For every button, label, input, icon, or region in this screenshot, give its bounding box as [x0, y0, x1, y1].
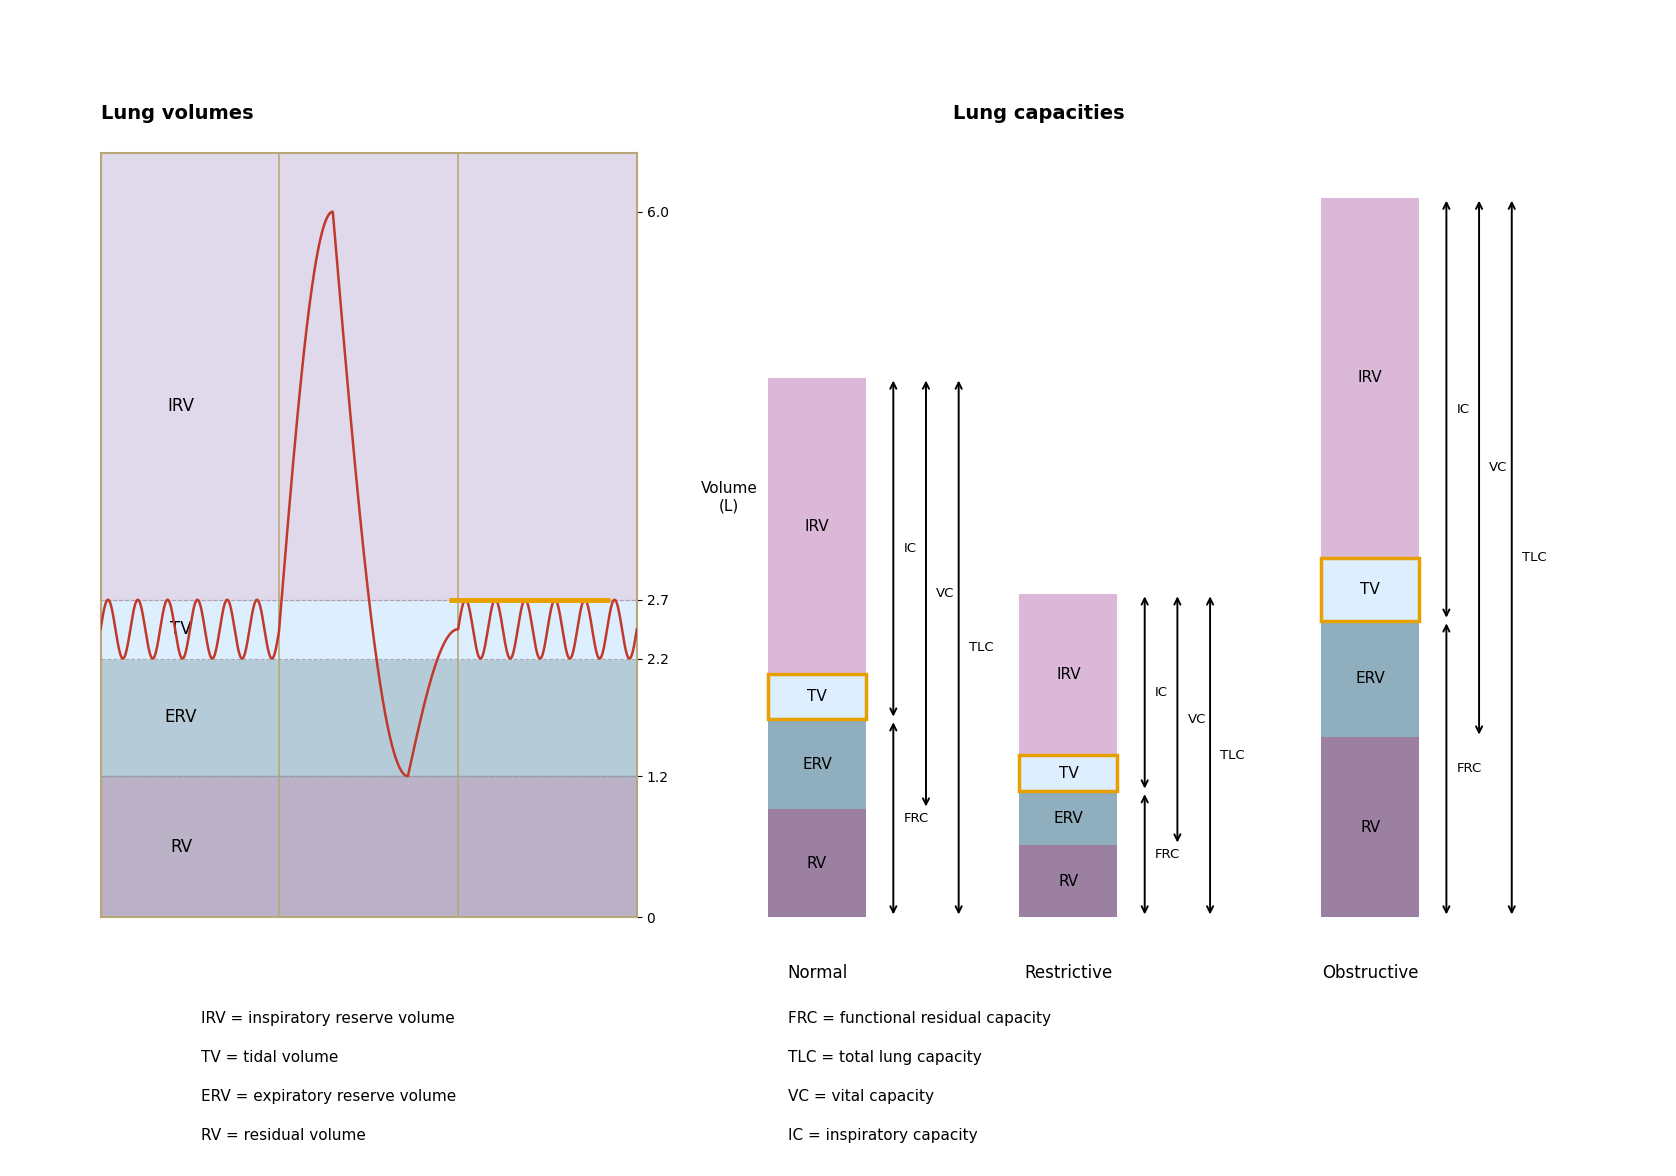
Text: FRC: FRC: [903, 811, 929, 824]
Bar: [768, 675, 866, 720]
Bar: [1321, 737, 1420, 917]
Bar: [1019, 755, 1118, 791]
Bar: [1019, 791, 1118, 846]
Text: TLC: TLC: [969, 641, 994, 654]
Text: RV: RV: [1359, 820, 1381, 835]
Bar: [768, 809, 866, 917]
Text: IRV: IRV: [168, 396, 194, 415]
Text: ERV: ERV: [1356, 671, 1384, 687]
Text: VC: VC: [1187, 713, 1205, 726]
Text: Obstructive: Obstructive: [1322, 964, 1418, 982]
Text: TLC = total lung capacity: TLC = total lung capacity: [788, 1050, 982, 1065]
Text: IRV = inspiratory reserve volume: IRV = inspiratory reserve volume: [201, 1011, 454, 1027]
Bar: [1019, 846, 1118, 917]
Text: TV: TV: [171, 620, 191, 639]
Text: TLC: TLC: [1522, 552, 1547, 564]
Text: IC: IC: [903, 542, 917, 555]
Bar: [101, 153, 637, 600]
Text: IRV: IRV: [1358, 370, 1383, 386]
Bar: [101, 600, 637, 659]
Bar: [101, 659, 637, 776]
Bar: [768, 377, 866, 675]
Bar: [768, 720, 866, 809]
Text: Restrictive: Restrictive: [1024, 964, 1113, 982]
Text: IC: IC: [1456, 402, 1470, 415]
Text: ERV: ERV: [1054, 811, 1083, 826]
Text: IC = inspiratory capacity: IC = inspiratory capacity: [788, 1128, 977, 1143]
Text: Normal: Normal: [788, 964, 846, 982]
Text: VC: VC: [1488, 461, 1507, 474]
Text: TV: TV: [1059, 766, 1078, 781]
Text: TV: TV: [1361, 582, 1379, 596]
Text: RV = residual volume: RV = residual volume: [201, 1128, 365, 1143]
Text: TV = tidal volume: TV = tidal volume: [201, 1050, 339, 1065]
Text: ERV: ERV: [164, 708, 198, 727]
Text: Lung capacities: Lung capacities: [954, 105, 1125, 123]
Text: ERV: ERV: [803, 757, 831, 771]
Bar: [101, 776, 637, 917]
Text: TLC: TLC: [1220, 749, 1245, 762]
Bar: [1321, 621, 1420, 737]
Bar: [1321, 198, 1420, 557]
Text: IRV: IRV: [1056, 667, 1081, 682]
Bar: [768, 675, 866, 720]
Text: IC: IC: [1155, 686, 1168, 699]
Text: RV: RV: [806, 856, 828, 870]
Bar: [1321, 557, 1420, 621]
Text: FRC: FRC: [1155, 848, 1180, 861]
Text: VC: VC: [935, 587, 954, 600]
Text: ERV = expiratory reserve volume: ERV = expiratory reserve volume: [201, 1089, 456, 1104]
Text: Lung volumes: Lung volumes: [101, 105, 253, 123]
Text: RV: RV: [169, 837, 193, 856]
Text: RV: RV: [1058, 874, 1079, 889]
Text: VC = vital capacity: VC = vital capacity: [788, 1089, 934, 1104]
Text: Volume
(L): Volume (L): [701, 481, 758, 513]
Text: TV: TV: [808, 689, 826, 704]
Bar: [1019, 594, 1118, 755]
Bar: [1321, 557, 1420, 621]
Bar: [1019, 755, 1118, 791]
Text: IRV: IRV: [804, 519, 830, 534]
Text: FRC = functional residual capacity: FRC = functional residual capacity: [788, 1011, 1051, 1027]
Text: FRC: FRC: [1456, 762, 1482, 775]
